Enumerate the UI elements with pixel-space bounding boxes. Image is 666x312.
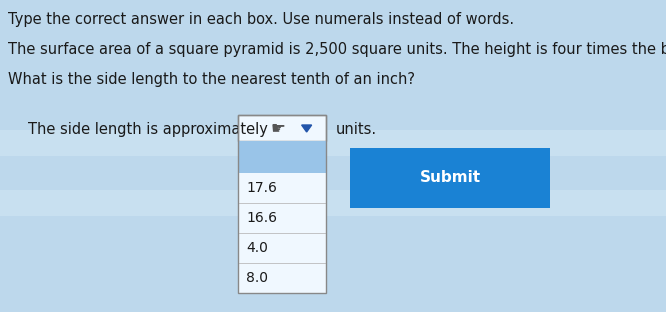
FancyBboxPatch shape <box>238 115 326 141</box>
FancyBboxPatch shape <box>0 190 666 216</box>
Text: Submit: Submit <box>420 170 481 186</box>
Text: What is the side length to the nearest tenth of an inch?: What is the side length to the nearest t… <box>8 72 415 87</box>
Text: ☛: ☛ <box>270 119 285 137</box>
FancyBboxPatch shape <box>350 148 550 208</box>
Polygon shape <box>302 125 312 132</box>
Text: 4.0: 4.0 <box>246 241 268 255</box>
Text: 17.6: 17.6 <box>246 181 277 195</box>
Text: 16.6: 16.6 <box>246 211 277 225</box>
Text: The surface area of a square pyramid is 2,500 square units. The height is four t: The surface area of a square pyramid is … <box>8 42 666 57</box>
FancyBboxPatch shape <box>238 173 326 293</box>
FancyBboxPatch shape <box>238 141 326 173</box>
FancyBboxPatch shape <box>0 130 666 156</box>
Text: The side length is approximately: The side length is approximately <box>28 122 268 137</box>
Text: 8.0: 8.0 <box>246 271 268 285</box>
Text: units.: units. <box>336 122 377 137</box>
Text: Type the correct answer in each box. Use numerals instead of words.: Type the correct answer in each box. Use… <box>8 12 514 27</box>
